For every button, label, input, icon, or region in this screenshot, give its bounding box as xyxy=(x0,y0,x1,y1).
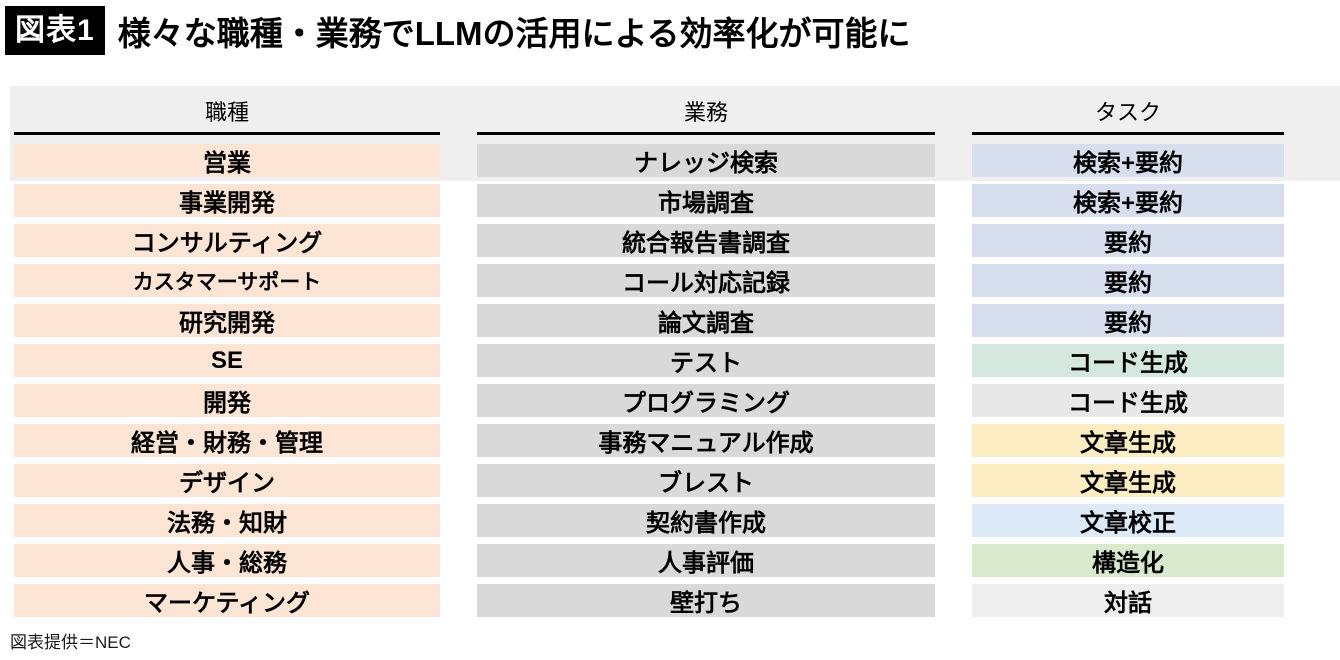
job-cell: 営業 xyxy=(14,144,440,177)
work-cell: プログラミング xyxy=(477,384,935,417)
work-cell: 統合報告書調査 xyxy=(477,224,935,257)
job-cell: 経営・財務・管理 xyxy=(14,424,440,457)
column-header-task: タスク xyxy=(972,96,1284,135)
column-header-job: 職種 xyxy=(14,96,440,135)
task-cell: 構造化 xyxy=(972,544,1284,577)
column-header-work: 業務 xyxy=(477,96,935,135)
work-cell: 市場調査 xyxy=(477,184,935,217)
task-cell: コード生成 xyxy=(972,344,1284,377)
task-cell: コード生成 xyxy=(972,384,1284,417)
task-cell: 検索+要約 xyxy=(972,144,1284,177)
work-cell: 論文調査 xyxy=(477,304,935,337)
job-cell: マーケティング xyxy=(14,584,440,617)
llm-usage-table: 職種 営業 事業開発 コンサルティング カスタマーサポート 研究開発 SE 開発… xyxy=(14,96,1284,624)
task-cells: 検索+要約 検索+要約 要約 要約 要約 コード生成 コード生成 文章生成 文章… xyxy=(972,144,1284,624)
column-work: 業務 ナレッジ検索 市場調査 統合報告書調査 コール対応記録 論文調査 テスト … xyxy=(477,96,935,624)
job-cell: デザイン xyxy=(14,464,440,497)
page-title: 様々な職種・業務でLLMの活用による効率化が可能に xyxy=(117,14,911,52)
task-cell: 文章校正 xyxy=(972,504,1284,537)
task-cell: 対話 xyxy=(972,584,1284,617)
job-cell: 研究開発 xyxy=(14,304,440,337)
work-cell: テスト xyxy=(477,344,935,377)
task-cell: 文章生成 xyxy=(972,424,1284,457)
figure-number-badge: 図表1 xyxy=(5,6,105,55)
work-cell: 事務マニュアル作成 xyxy=(477,424,935,457)
work-cell: ブレスト xyxy=(477,464,935,497)
column-task: タスク 検索+要約 検索+要約 要約 要約 要約 コード生成 コード生成 文章生… xyxy=(972,96,1284,624)
job-cell: コンサルティング xyxy=(14,224,440,257)
column-job: 職種 営業 事業開発 コンサルティング カスタマーサポート 研究開発 SE 開発… xyxy=(14,96,440,624)
source-credit: 図表提供＝NEC xyxy=(10,633,131,652)
task-cell: 要約 xyxy=(972,224,1284,257)
task-cell: 検索+要約 xyxy=(972,184,1284,217)
work-cell: 契約書作成 xyxy=(477,504,935,537)
task-cell: 要約 xyxy=(972,264,1284,297)
work-cell: ナレッジ検索 xyxy=(477,144,935,177)
job-cells: 営業 事業開発 コンサルティング カスタマーサポート 研究開発 SE 開発 経営… xyxy=(14,144,440,624)
figure-header: 図表1 様々な職種・業務でLLMの活用による効率化が可能に xyxy=(5,6,911,55)
work-cell: 壁打ち xyxy=(477,584,935,617)
job-cell: カスタマーサポート xyxy=(14,264,440,297)
task-cell: 文章生成 xyxy=(972,464,1284,497)
work-cell: コール対応記録 xyxy=(477,264,935,297)
job-cell: SE xyxy=(14,344,440,377)
job-cell: 法務・知財 xyxy=(14,504,440,537)
job-cell: 事業開発 xyxy=(14,184,440,217)
work-cell: 人事評価 xyxy=(477,544,935,577)
work-cells: ナレッジ検索 市場調査 統合報告書調査 コール対応記録 論文調査 テスト プログ… xyxy=(477,144,935,624)
job-cell: 開発 xyxy=(14,384,440,417)
job-cell: 人事・総務 xyxy=(14,544,440,577)
task-cell: 要約 xyxy=(972,304,1284,337)
